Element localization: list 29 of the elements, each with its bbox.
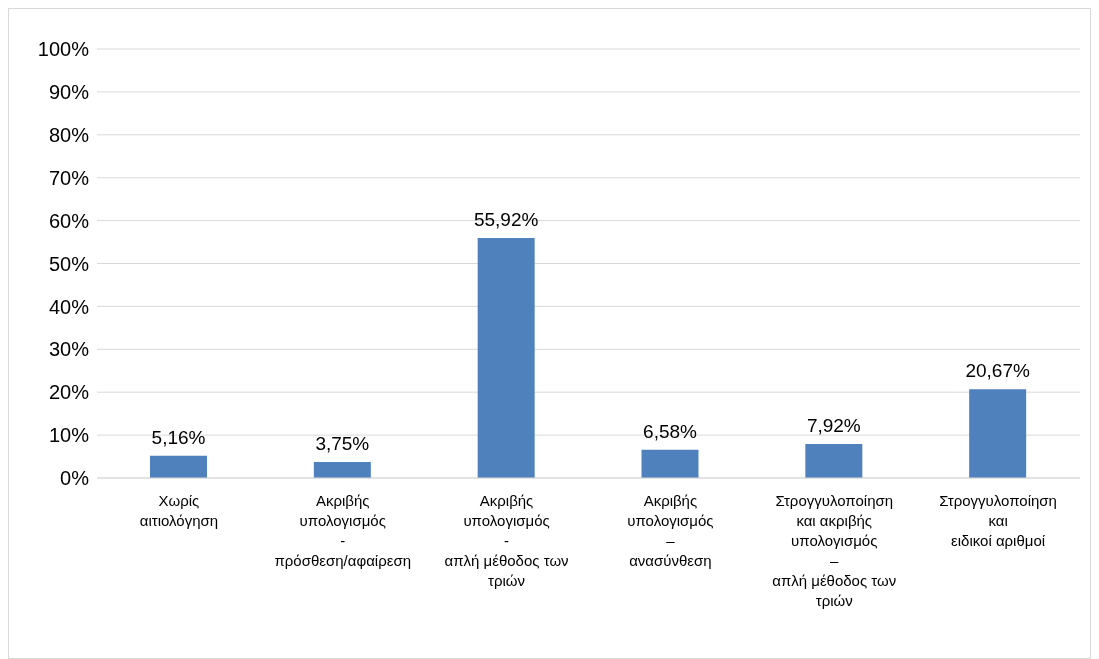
data-label: 55,92% (473, 209, 539, 231)
bar (477, 238, 535, 478)
x-tick-label: Στρογγυλοποίηση και ειδικοί αριθμοί (939, 492, 1057, 549)
x-tick-label: Ακριβής υπολογισμός - απλή μέθοδος των τριών (444, 492, 569, 589)
bar (313, 461, 371, 478)
y-tick-label: 0% (60, 467, 90, 490)
data-label: 5,16% (151, 426, 206, 448)
y-tick-label: 30% (48, 338, 90, 361)
data-label: 3,75% (315, 432, 370, 454)
y-tick-label: 40% (48, 295, 90, 318)
bar (969, 389, 1027, 478)
bar (641, 449, 699, 478)
y-tick-label: 20% (48, 381, 90, 404)
y-tick-label: 60% (48, 209, 90, 232)
y-tick-label: 90% (48, 81, 90, 103)
x-tick-label: Ακριβής υπολογισμός - πρόσθεση/αφαίρεση (274, 492, 412, 569)
y-tick-label: 10% (48, 424, 90, 447)
data-label: 6,58% (643, 420, 698, 442)
bar (805, 444, 863, 478)
data-label: 20,67% (965, 360, 1030, 382)
y-tick-label: 100% (37, 38, 90, 61)
data-label: 7,92% (806, 415, 861, 437)
x-tick-label: Στρογγυλοποίηση και ακριβής υπολογισμός – απλή μέθοδος των τριών (772, 492, 897, 609)
x-tick-label: Χωρίς αιτιολόγηση (139, 492, 219, 529)
bar (150, 455, 207, 478)
y-tick-label: 50% (48, 252, 90, 275)
x-tick-label: Ακριβής υπολογισμός – ανασύνθεση (627, 492, 714, 569)
y-tick-label: 80% (48, 123, 90, 146)
y-tick-label: 70% (48, 166, 90, 189)
